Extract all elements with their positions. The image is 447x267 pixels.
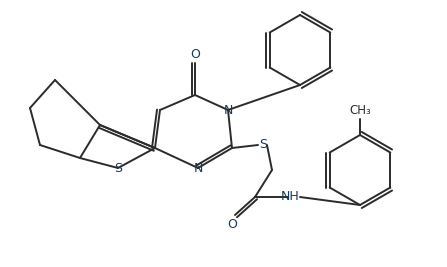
Text: S: S (259, 139, 267, 151)
Text: O: O (190, 48, 200, 61)
Text: S: S (114, 162, 122, 175)
Text: NH: NH (281, 190, 299, 202)
Text: N: N (224, 104, 233, 116)
Text: N: N (193, 162, 202, 175)
Text: CH₃: CH₃ (349, 104, 371, 117)
Text: O: O (227, 218, 237, 230)
